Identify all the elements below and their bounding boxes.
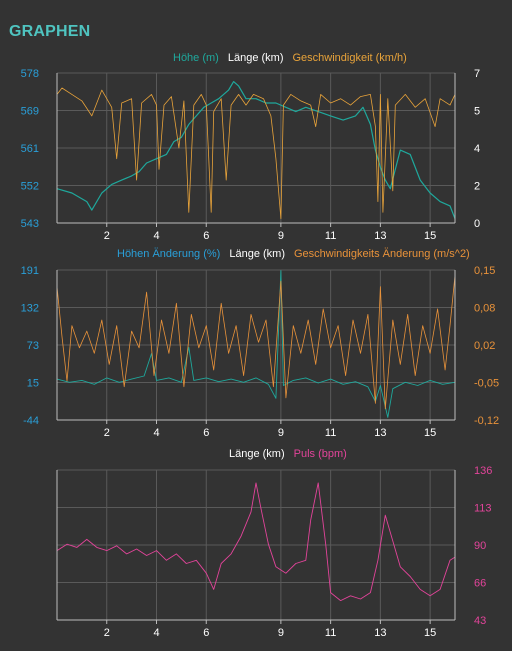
chart-altitude-speed: Höhe (m) Länge (km) Geschwindigkeit (km/h)… — [21, 52, 480, 242]
y-left-tick-label: 552 — [21, 181, 39, 193]
y-left-tick-label: 578 — [21, 68, 39, 80]
x-tick-label: 11 — [325, 230, 336, 242]
x-tick-label: 6 — [203, 627, 209, 639]
y-right-tick-label: 5 — [474, 106, 480, 118]
y-right-tick-label: 90 — [474, 540, 486, 552]
x-tick-label: 6 — [203, 230, 209, 242]
y-right-tick-label: 136 — [474, 465, 492, 477]
legend-entry: Geschwindigkeits Änderung (m/s^2) — [294, 248, 470, 260]
y-left-tick-label: 569 — [21, 106, 39, 118]
y-right-tick-label: 0 — [474, 218, 480, 230]
x-tick-label: 15 — [424, 627, 436, 639]
x-tick-label: 4 — [153, 427, 159, 439]
y-left-tick-label: 543 — [21, 218, 39, 230]
series-line-1 — [56, 275, 456, 410]
legend-entry: Länge (km) — [229, 448, 285, 460]
y-right-tick-label: -0,05 — [474, 378, 499, 390]
legend-entry: Puls (bpm) — [294, 448, 347, 460]
y-right-tick-label: -0,12 — [474, 415, 499, 427]
x-tick-label: 11 — [325, 627, 336, 639]
y-right-tick-label: 0,08 — [474, 303, 495, 315]
x-tick-label: 13 — [374, 627, 386, 639]
y-right-tick-label: 0,15 — [474, 265, 495, 277]
chart-altitude-speed-change: Höhen Änderung (%) Länge (km) Geschwindigk… — [21, 248, 499, 439]
x-tick-label: 13 — [374, 427, 386, 439]
x-tick-label: 15 — [424, 427, 436, 439]
x-tick-label: 15 — [424, 230, 436, 242]
chart-heart-rate: Länge (km) Puls (bpm) 2 4 6 9 11 13 15 136 113 90 66… — [56, 448, 492, 639]
legend-entry: Länge (km) — [228, 52, 284, 64]
series-line-0 — [56, 270, 456, 418]
x-tick-label: 2 — [104, 230, 110, 242]
y-right-tick-label: 66 — [474, 578, 486, 590]
y-left-tick-label: 15 — [27, 378, 39, 390]
x-tick-label: 2 — [104, 627, 110, 639]
y-left-tick-label: 73 — [27, 340, 39, 352]
legend-entry: Höhe (m) — [173, 52, 219, 64]
y-right-tick-label: 43 — [474, 615, 486, 627]
legend-entry: Länge (km) — [229, 248, 285, 260]
y-left-tick-label: 191 — [21, 265, 39, 277]
x-tick-label: 13 — [374, 230, 386, 242]
x-tick-label: 9 — [278, 627, 284, 639]
x-tick-label: 6 — [203, 427, 209, 439]
page-title: GRAPHEN — [9, 23, 91, 40]
y-left-tick-label: -44 — [23, 415, 39, 427]
x-tick-label: 4 — [153, 230, 159, 242]
legend-entry: Höhen Änderung (%) — [117, 248, 220, 260]
series-line-0 — [56, 482, 456, 602]
x-tick-label: 2 — [104, 427, 110, 439]
series-line-1 — [56, 87, 456, 220]
legend-entry: Geschwindigkeit (km/h) — [292, 52, 406, 64]
x-tick-label: 4 — [153, 627, 159, 639]
y-right-tick-label: 0,02 — [474, 340, 495, 352]
y-right-tick-label: 7 — [474, 68, 480, 80]
y-left-tick-label: 132 — [21, 303, 39, 315]
y-right-tick-label: 113 — [474, 503, 492, 515]
y-right-tick-label: 4 — [474, 143, 480, 155]
y-left-tick-label: 561 — [21, 143, 39, 155]
y-right-tick-label: 2 — [474, 181, 480, 193]
x-tick-label: 9 — [278, 230, 284, 242]
x-tick-label: 9 — [278, 427, 284, 439]
x-tick-label: 11 — [325, 427, 336, 439]
series-line-0 — [56, 81, 456, 219]
